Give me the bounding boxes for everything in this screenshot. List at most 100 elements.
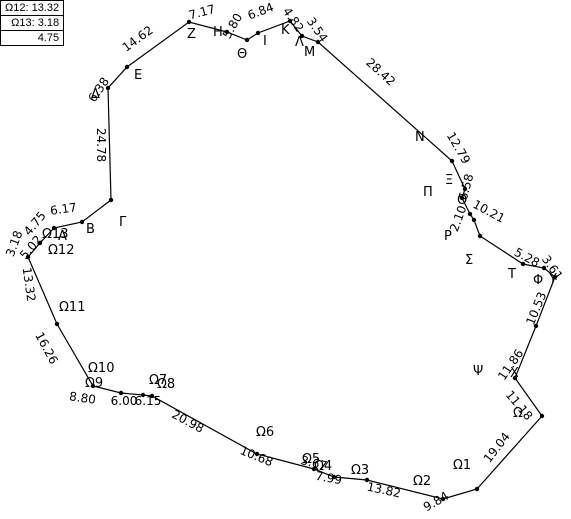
edge-length-label: 7.17 [187, 2, 216, 22]
edge-length-label: 10.68 [238, 443, 275, 469]
legend-row: Ω12: 13.32 [0, 0, 65, 16]
vertex-point [105, 85, 111, 91]
edge-length-label: 6.15 [135, 394, 162, 408]
vertex-label: Κ [281, 23, 290, 38]
vertex-point [124, 64, 130, 70]
edge-length-label: 3.67 [299, 453, 328, 473]
vertex-label: Ω6 [256, 425, 274, 440]
vertex-label: Π [423, 185, 433, 200]
edge-length-label: 6.84 [246, 0, 276, 22]
vertex-point [474, 486, 480, 492]
vertex-label: Ζ [187, 27, 196, 42]
vertex-point [244, 37, 250, 43]
vertex-point [331, 474, 337, 480]
vertex-label: Τ [507, 267, 516, 282]
vertex-point [79, 219, 85, 225]
vertex-label: Ω4 [314, 459, 332, 474]
edge-length-label: 6.17 [49, 200, 77, 218]
vertex-label: Σ [465, 253, 473, 268]
vertex-point [287, 18, 293, 24]
vertex-label: Ρ [444, 229, 452, 244]
vertex-label: Ω9 [85, 376, 103, 391]
vertex-label: Ι [263, 34, 267, 49]
vertex-point [224, 29, 230, 35]
vertex-label: Υ [548, 272, 557, 287]
vertex-point [311, 466, 317, 472]
vertex-point [462, 186, 468, 192]
vertex-point [186, 19, 192, 25]
vertex-point [471, 217, 477, 223]
boundary-line [27, 20, 556, 500]
legend-cell: Ω12: 13.32 [0, 0, 65, 16]
vertex-label: Ν [415, 130, 425, 145]
edge-length-label: 8.80 [68, 389, 96, 407]
edge-length-label: 7.99 [314, 469, 343, 487]
vertex-label: Χ [510, 366, 519, 381]
vertex-point [54, 321, 60, 327]
edge-length-label: 9.84 [421, 489, 451, 514]
vertex-point [512, 375, 518, 381]
vertex-label: Ω [513, 406, 523, 421]
vertex-point [37, 240, 43, 246]
vertex-point [140, 392, 146, 398]
legend-cell: 4.75 [0, 30, 65, 46]
vertex-label: Ω12 [48, 243, 74, 258]
vertex-label: Δ [91, 87, 100, 102]
vertex-label: Φ [533, 273, 543, 288]
edge-length-label: 16.26 [32, 330, 60, 367]
vertex-label: Ω5 [302, 452, 320, 467]
vertex-point [315, 39, 321, 45]
vertex-label: Θ [237, 47, 247, 62]
edge-length-label: 13.82 [366, 480, 403, 501]
vertex-point [440, 496, 446, 502]
edge-length-label: 12.79 [444, 130, 473, 167]
vertex-point [541, 265, 547, 271]
edge-length-label: 19.04 [481, 430, 513, 466]
vertex-point [459, 195, 465, 201]
edge-length-label: 10.53 [523, 290, 549, 327]
vertex-label: Ω13 [42, 227, 68, 242]
vertex-point [90, 383, 96, 389]
vertex-label: Α [58, 229, 67, 244]
edge-length-label: 5.80 [220, 11, 245, 41]
vertex-label: Λ [295, 35, 304, 50]
area-legend-table: Ω12: 13.32 Ω13: 3.18 4.75 [0, 0, 65, 46]
vertex-label: Ψ [473, 364, 483, 379]
vertex-point [467, 211, 473, 217]
vertex-label: Β [86, 222, 95, 237]
vertex-point [449, 158, 455, 164]
vertex-label: Ω8 [157, 377, 175, 392]
vertex-point [255, 30, 261, 36]
vertex-point [108, 197, 114, 203]
vertex-label: Ω11 [59, 300, 85, 315]
vertex-point [299, 33, 305, 39]
vertex-label: Ω1 [453, 458, 471, 473]
vertex-label: Ω2 [413, 474, 431, 489]
vertex-point [539, 413, 545, 419]
vertex-label: Ξ [445, 173, 453, 188]
legend-row: 4.75 [0, 30, 65, 46]
vertex-point [51, 225, 57, 231]
vertex-label: Ο [457, 193, 467, 208]
vertex-point [477, 233, 483, 239]
edge-length-label: 28.42 [363, 55, 398, 88]
vertex-point [149, 393, 155, 399]
edge-length-label: 6.58 [456, 172, 476, 201]
vertex-point [533, 323, 539, 329]
vertex-label: Μ [304, 45, 315, 60]
vertex-points [25, 18, 558, 502]
vertex-label: Ω7 [149, 373, 167, 388]
vertex-point [520, 261, 526, 267]
vertex-label: Ε [134, 68, 142, 83]
edge-length-label: 13.32 [20, 266, 39, 302]
vertex-label: Η [213, 25, 223, 40]
edge-length-label: 20.98 [169, 407, 206, 435]
vertex-label: Ω10 [88, 361, 114, 376]
vertex-label: Γ [119, 215, 127, 230]
vertex-point [25, 254, 31, 260]
vertex-label: Ω3 [351, 463, 369, 478]
vertex-point [254, 451, 260, 457]
edge-length-label: 6.00 [111, 394, 138, 408]
